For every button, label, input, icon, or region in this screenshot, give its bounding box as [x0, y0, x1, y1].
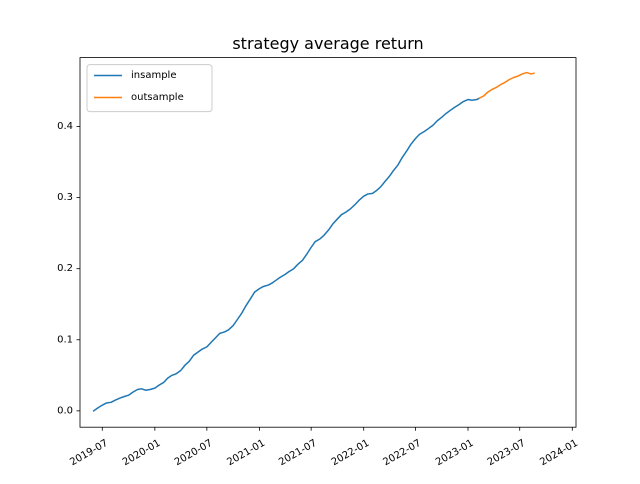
plot-frame: [79, 57, 577, 428]
y-tick-label: 0.4: [57, 121, 73, 132]
y-tick-label: 0.1: [57, 334, 73, 345]
legend-label-outsample: outsample: [131, 92, 184, 103]
series-line-outsample: [478, 71, 535, 100]
chart-title: strategy average return: [232, 34, 423, 53]
y-tick-label: 0.2: [57, 263, 73, 274]
y-axis: 0.0 0.1 0.2 0.3 0.4: [57, 121, 80, 416]
plot-area: [80, 57, 576, 428]
y-tick-label: 0.3: [57, 192, 73, 203]
legend: insample outsample: [86, 64, 213, 113]
legend-label-insample: insample: [131, 70, 176, 81]
series-line-insample: [92, 97, 481, 412]
legend-box: [86, 64, 213, 113]
y-tick-label: 0.0: [57, 405, 73, 416]
series-layer: [92, 71, 535, 412]
